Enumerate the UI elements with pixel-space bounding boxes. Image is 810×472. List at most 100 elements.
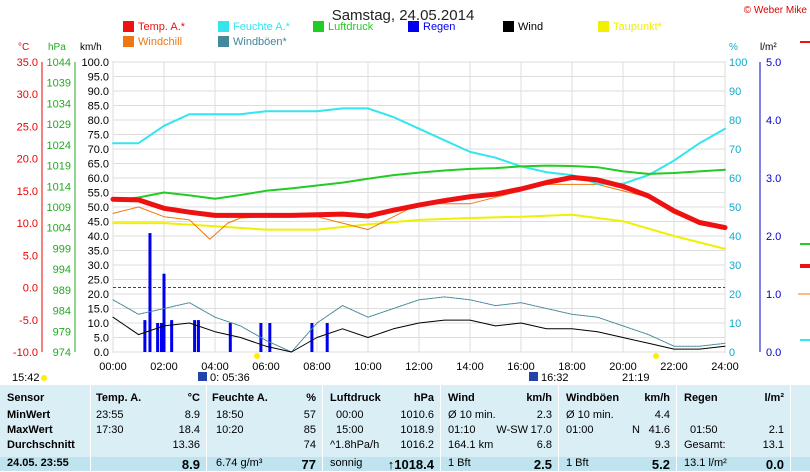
windboen-avg-value: 9.3 <box>654 439 670 451</box>
unit-pct: % <box>729 42 738 53</box>
legend-swatch-0 <box>123 21 134 32</box>
col-luftdruck: Luftdruck hPa 00:00 1010.6 15:00 1018.9 ^1.… <box>322 385 440 472</box>
hpa-tick-2: 1034 <box>47 98 71 110</box>
legend-swatch-5 <box>598 21 609 32</box>
hpa-tick-14: 974 <box>53 347 71 359</box>
luftdruck-current-value: ↑1018.4 <box>387 457 434 472</box>
unit-temp: °C <box>18 42 29 53</box>
wind-tick-3: 85.0 <box>88 101 109 113</box>
wind-tick-18: 10.0 <box>88 318 109 330</box>
temp-tick-5: 10.0 <box>17 218 38 230</box>
wind-bft: 1 Bft <box>448 457 471 469</box>
col-regen: Regen l/m² 01:50 2.1 Gesamt: 13.1 13.1 l/m²… <box>676 385 790 472</box>
moon-time: 16:32 <box>541 372 569 384</box>
temp-min-value: 8.9 <box>184 409 200 421</box>
windboen-avg10-value: 4.4 <box>654 409 670 421</box>
hpa-tick-13: 979 <box>53 326 71 338</box>
pct-tick-5: 50 <box>729 202 741 214</box>
x-tick-1: 02:00 <box>150 361 178 373</box>
col-feuchte: Feuchte A.% 18:50 57 10:20 85 74 6.74 g/m³… <box>206 385 322 472</box>
temp-unit: °C <box>187 392 200 404</box>
x-tick-3: 06:00 <box>252 361 280 373</box>
pct-tick-0: 100 <box>729 57 747 69</box>
weather-chart: Samstag, 24.05.2014 © Weber Mike Temp. A… <box>12 5 810 384</box>
wind-tick-7: 65.0 <box>88 159 109 171</box>
wind-max-dir: W-SW <box>496 424 528 436</box>
wind-tick-13: 35.0 <box>88 246 109 258</box>
temp-tick-8: -5.0 <box>19 315 38 327</box>
windboen-header: Windböen <box>566 392 620 404</box>
x-tick-0: 00:00 <box>99 361 127 373</box>
hpa-tick-8: 1004 <box>47 223 71 235</box>
rain-bar-6 <box>193 320 197 352</box>
series-taupunkt <box>112 213 726 250</box>
feuchte-abs-humidity: 6.74 g/m³ <box>216 457 263 469</box>
legend-swatch-4 <box>503 21 514 32</box>
hpa-tick-5: 1019 <box>47 161 71 173</box>
wind-avg10-value: 2.3 <box>536 409 552 421</box>
temp-tick-9: -10.0 <box>13 347 38 359</box>
sunrise-time: 0: 05:36 <box>210 372 250 384</box>
wind-tick-1: 95.0 <box>88 72 109 84</box>
temp-tick-1: 30.0 <box>17 89 38 101</box>
current-row-bg <box>0 457 810 471</box>
legend-label-5: Taupunkt* <box>613 21 663 33</box>
row-label-avg: Durchschnitt <box>7 439 75 451</box>
pct-tick-7: 30 <box>729 260 741 272</box>
unit-hpa: hPa <box>48 42 66 53</box>
hpa-tick-3: 1029 <box>47 119 71 131</box>
temp-header: Temp. A. <box>96 392 142 404</box>
legend-swatch-6 <box>123 36 134 47</box>
rain-bar-3 <box>159 323 163 352</box>
col-wind: Wind km/h Ø 10 min. 2.3 01:10 W-SW 17.0 164.… <box>440 385 558 472</box>
wind-run: 164.1 km <box>448 439 494 451</box>
legend-label-4: Wind <box>518 21 543 33</box>
x-tick-5: 10:00 <box>354 361 382 373</box>
legend-swatch-7 <box>218 36 229 47</box>
series-luftdruck <box>112 164 726 202</box>
time-markers: 15:42 0: 05:36 16:32 21:19 <box>12 353 659 384</box>
feuchte-header: Feuchte A. <box>212 392 268 404</box>
wind-tick-16: 20.0 <box>88 289 109 301</box>
wind-tick-4: 80.0 <box>88 115 109 127</box>
wind-header: Wind <box>448 392 475 404</box>
rain-bar-2 <box>156 323 160 352</box>
pct-tick-3: 70 <box>729 144 741 156</box>
series-windb-en <box>112 296 726 353</box>
sensor-header: Sensor <box>7 392 45 404</box>
marker-left-dot <box>41 375 47 381</box>
chart-title: Samstag, 24.05.2014 <box>332 7 475 24</box>
rain-bar-8 <box>228 323 232 352</box>
luftdruck-max-time: 15:00 <box>336 424 364 436</box>
legend-label-1: Feuchte A.* <box>233 21 291 33</box>
wind-tick-20: 0.0 <box>94 347 109 359</box>
row-label-min: MinWert <box>7 409 51 421</box>
wind-tick-17: 15.0 <box>88 304 109 316</box>
luftdruck-avg-value: 1016.2 <box>400 439 434 451</box>
wind-current-value: 2.5 <box>533 457 552 472</box>
temp-tick-0: 35.0 <box>17 57 38 69</box>
temp-max-value: 18.4 <box>178 424 200 436</box>
sunrise-icon <box>198 372 207 381</box>
right-edge-fragments <box>798 41 810 341</box>
temp-tick-6: 5.0 <box>23 250 38 262</box>
regen-total-value: 13.1 <box>762 439 784 451</box>
summary-table: Sensor MinWert MaxWert Durchschnitt 24.0… <box>0 385 810 472</box>
x-tick-6: 12:00 <box>405 361 433 373</box>
rain-bar-1 <box>148 233 152 352</box>
hpa-tick-12: 984 <box>53 306 71 318</box>
wind-tick-2: 90.0 <box>88 86 109 98</box>
temp-avg-value: 13.36 <box>172 439 200 451</box>
sunset-dot <box>653 353 659 359</box>
luftdruck-unit: hPa <box>413 392 434 404</box>
regen-total-label: Gesamt: <box>684 439 726 451</box>
rain-bar-4 <box>162 273 166 352</box>
temp-tick-3: 20.0 <box>17 154 38 166</box>
regen-unit: l/m² <box>764 392 784 404</box>
hpa-tick-7: 1009 <box>47 202 71 214</box>
row-label-max: MaxWert <box>7 424 53 436</box>
regen-header: Regen <box>684 392 718 404</box>
wind-tick-5: 75.0 <box>88 130 109 142</box>
hpa-tick-11: 989 <box>53 285 71 297</box>
series-wind <box>112 316 726 353</box>
